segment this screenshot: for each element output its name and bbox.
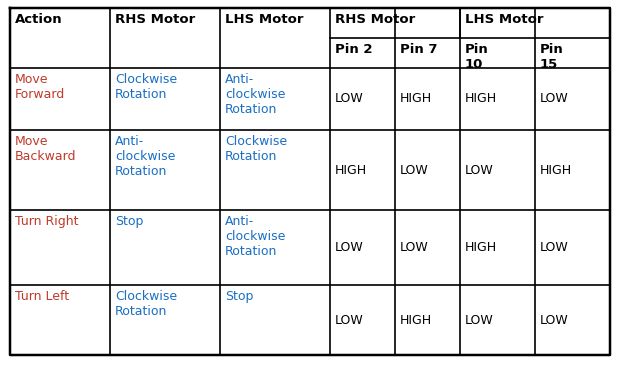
Text: Clockwise
Rotation: Clockwise Rotation xyxy=(115,290,177,318)
Text: Turn Left: Turn Left xyxy=(15,290,69,303)
Text: Pin 2: Pin 2 xyxy=(335,43,373,56)
Text: Turn Right: Turn Right xyxy=(15,215,79,228)
Text: Action: Action xyxy=(15,13,63,26)
Text: LHS Motor: LHS Motor xyxy=(225,13,304,26)
Text: LOW: LOW xyxy=(540,313,569,326)
Text: Move
Backward: Move Backward xyxy=(15,135,76,163)
Text: Move
Forward: Move Forward xyxy=(15,73,65,101)
Text: Clockwise
Rotation: Clockwise Rotation xyxy=(115,73,177,101)
Text: LOW: LOW xyxy=(540,241,569,254)
Text: Anti-
clockwise
Rotation: Anti- clockwise Rotation xyxy=(225,73,285,116)
Text: HIGH: HIGH xyxy=(465,241,497,254)
Text: HIGH: HIGH xyxy=(400,313,432,326)
Text: LOW: LOW xyxy=(400,241,429,254)
Text: Pin
15: Pin 15 xyxy=(540,43,564,71)
Text: Stop: Stop xyxy=(225,290,254,303)
Text: LOW: LOW xyxy=(465,313,494,326)
Text: LOW: LOW xyxy=(465,163,494,176)
Text: LOW: LOW xyxy=(540,93,569,106)
Text: LOW: LOW xyxy=(335,93,364,106)
Text: Pin
10: Pin 10 xyxy=(465,43,489,71)
Text: Anti-
clockwise
Rotation: Anti- clockwise Rotation xyxy=(115,135,175,178)
Text: LHS Motor: LHS Motor xyxy=(465,13,544,26)
Text: LOW: LOW xyxy=(335,313,364,326)
Text: Stop: Stop xyxy=(115,215,143,228)
Text: HIGH: HIGH xyxy=(465,93,497,106)
Text: Clockwise
Rotation: Clockwise Rotation xyxy=(225,135,287,163)
Text: HIGH: HIGH xyxy=(335,163,367,176)
Text: RHS Motor: RHS Motor xyxy=(115,13,195,26)
Text: HIGH: HIGH xyxy=(540,163,572,176)
Text: Pin 7: Pin 7 xyxy=(400,43,438,56)
Text: Anti-
clockwise
Rotation: Anti- clockwise Rotation xyxy=(225,215,285,258)
Text: LOW: LOW xyxy=(400,163,429,176)
Text: LOW: LOW xyxy=(335,241,364,254)
Text: HIGH: HIGH xyxy=(400,93,432,106)
Text: RHS Motor: RHS Motor xyxy=(335,13,415,26)
